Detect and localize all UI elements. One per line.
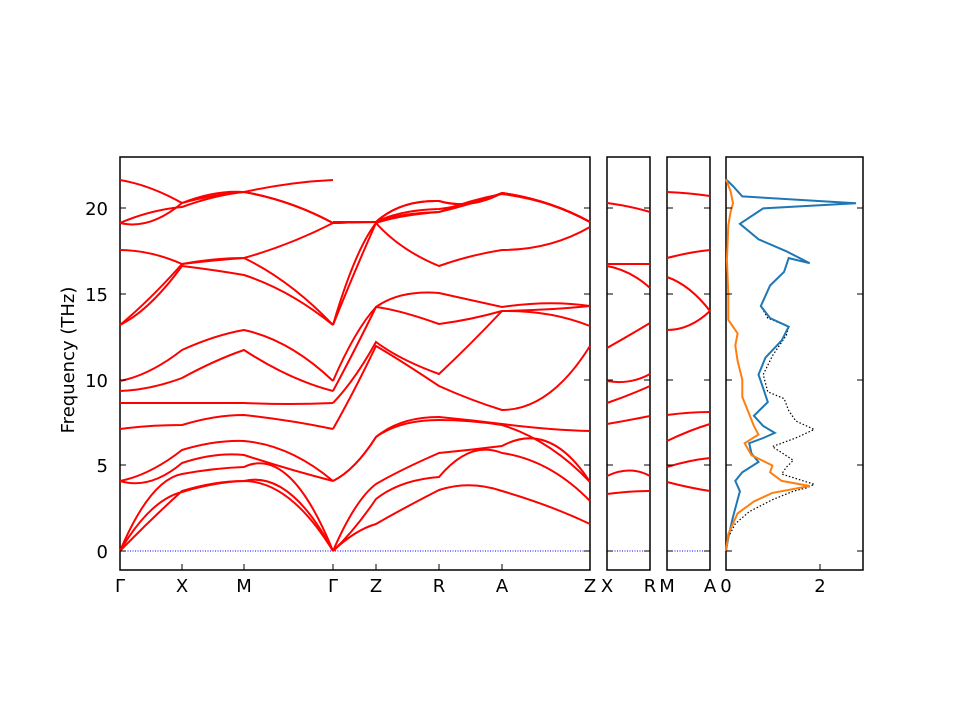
dos-panel-frame [725, 156, 864, 571]
band-curve [666, 411, 711, 416]
band-panel-m-a-frame [666, 156, 711, 571]
q-point-label: Z [370, 576, 382, 597]
band-curve [119, 415, 591, 482]
band-curve [606, 322, 651, 349]
y-ticks-dos [726, 207, 863, 570]
q-point-label: R [644, 576, 657, 597]
band-curve [666, 191, 711, 197]
dos-curve [725, 178, 810, 552]
band-curve [119, 437, 591, 552]
y-tick-label: 15 [85, 285, 108, 306]
q-point-label: A [704, 576, 717, 597]
band-curve [120, 309, 591, 405]
band-panel-m-a: M A [659, 156, 717, 597]
band-curve [119, 305, 591, 392]
band-curve [119, 179, 591, 223]
dos-curve [725, 178, 857, 552]
band-panel-main: 0 5 10 15 20 Γ X M Γ Z R A Z [85, 156, 596, 597]
band-curve [119, 418, 591, 485]
band-curve [606, 202, 651, 213]
y-ticks-main [120, 207, 590, 552]
q-point-label: X [601, 576, 613, 597]
band-curve [606, 415, 651, 425]
band-curve [606, 385, 651, 404]
band-curve [119, 479, 591, 552]
x-ticks-main [181, 564, 503, 570]
band-panel-main-frame [119, 156, 591, 571]
band-curve [666, 457, 711, 468]
band-curve [606, 469, 651, 477]
band-panel-x-r-frame [606, 156, 651, 571]
y-tick-label: 10 [85, 371, 108, 392]
y-tick-label: 0 [97, 542, 108, 563]
q-point-label: Γ [115, 576, 125, 597]
y-axis-label: Frequency (THz) [58, 287, 79, 434]
y-ticks-m-a [667, 207, 710, 552]
band-panel-x-r: X R [601, 156, 657, 597]
band-curve [119, 221, 591, 326]
band-curve [119, 344, 591, 430]
band-curve [606, 490, 651, 495]
y-tick-label: 5 [97, 456, 108, 477]
band-curve [666, 423, 711, 442]
band-curve [666, 310, 711, 331]
band-curve [606, 373, 651, 384]
band-curve [119, 291, 591, 382]
q-point-label: Γ [328, 576, 338, 597]
dos-x-tick-label: 0 [720, 576, 731, 597]
q-point-label: Z [584, 576, 596, 597]
q-point-label: M [236, 576, 252, 597]
band-curve [666, 481, 711, 492]
y-ticks-x-r [607, 207, 650, 552]
q-point-label: M [659, 576, 675, 597]
q-point-label: R [433, 576, 446, 597]
dos-panel: 0 2 [720, 156, 864, 597]
y-tick-label: 20 [85, 199, 108, 220]
band-curve [606, 265, 651, 289]
dos-series-group [725, 178, 857, 552]
q-point-label: A [496, 576, 509, 597]
q-point-label: X [176, 576, 188, 597]
band-curve [666, 276, 711, 312]
dos-x-tick-label: 2 [814, 576, 825, 597]
band-curve [119, 448, 591, 552]
band-curve [666, 249, 711, 259]
dos-curve [725, 178, 857, 552]
